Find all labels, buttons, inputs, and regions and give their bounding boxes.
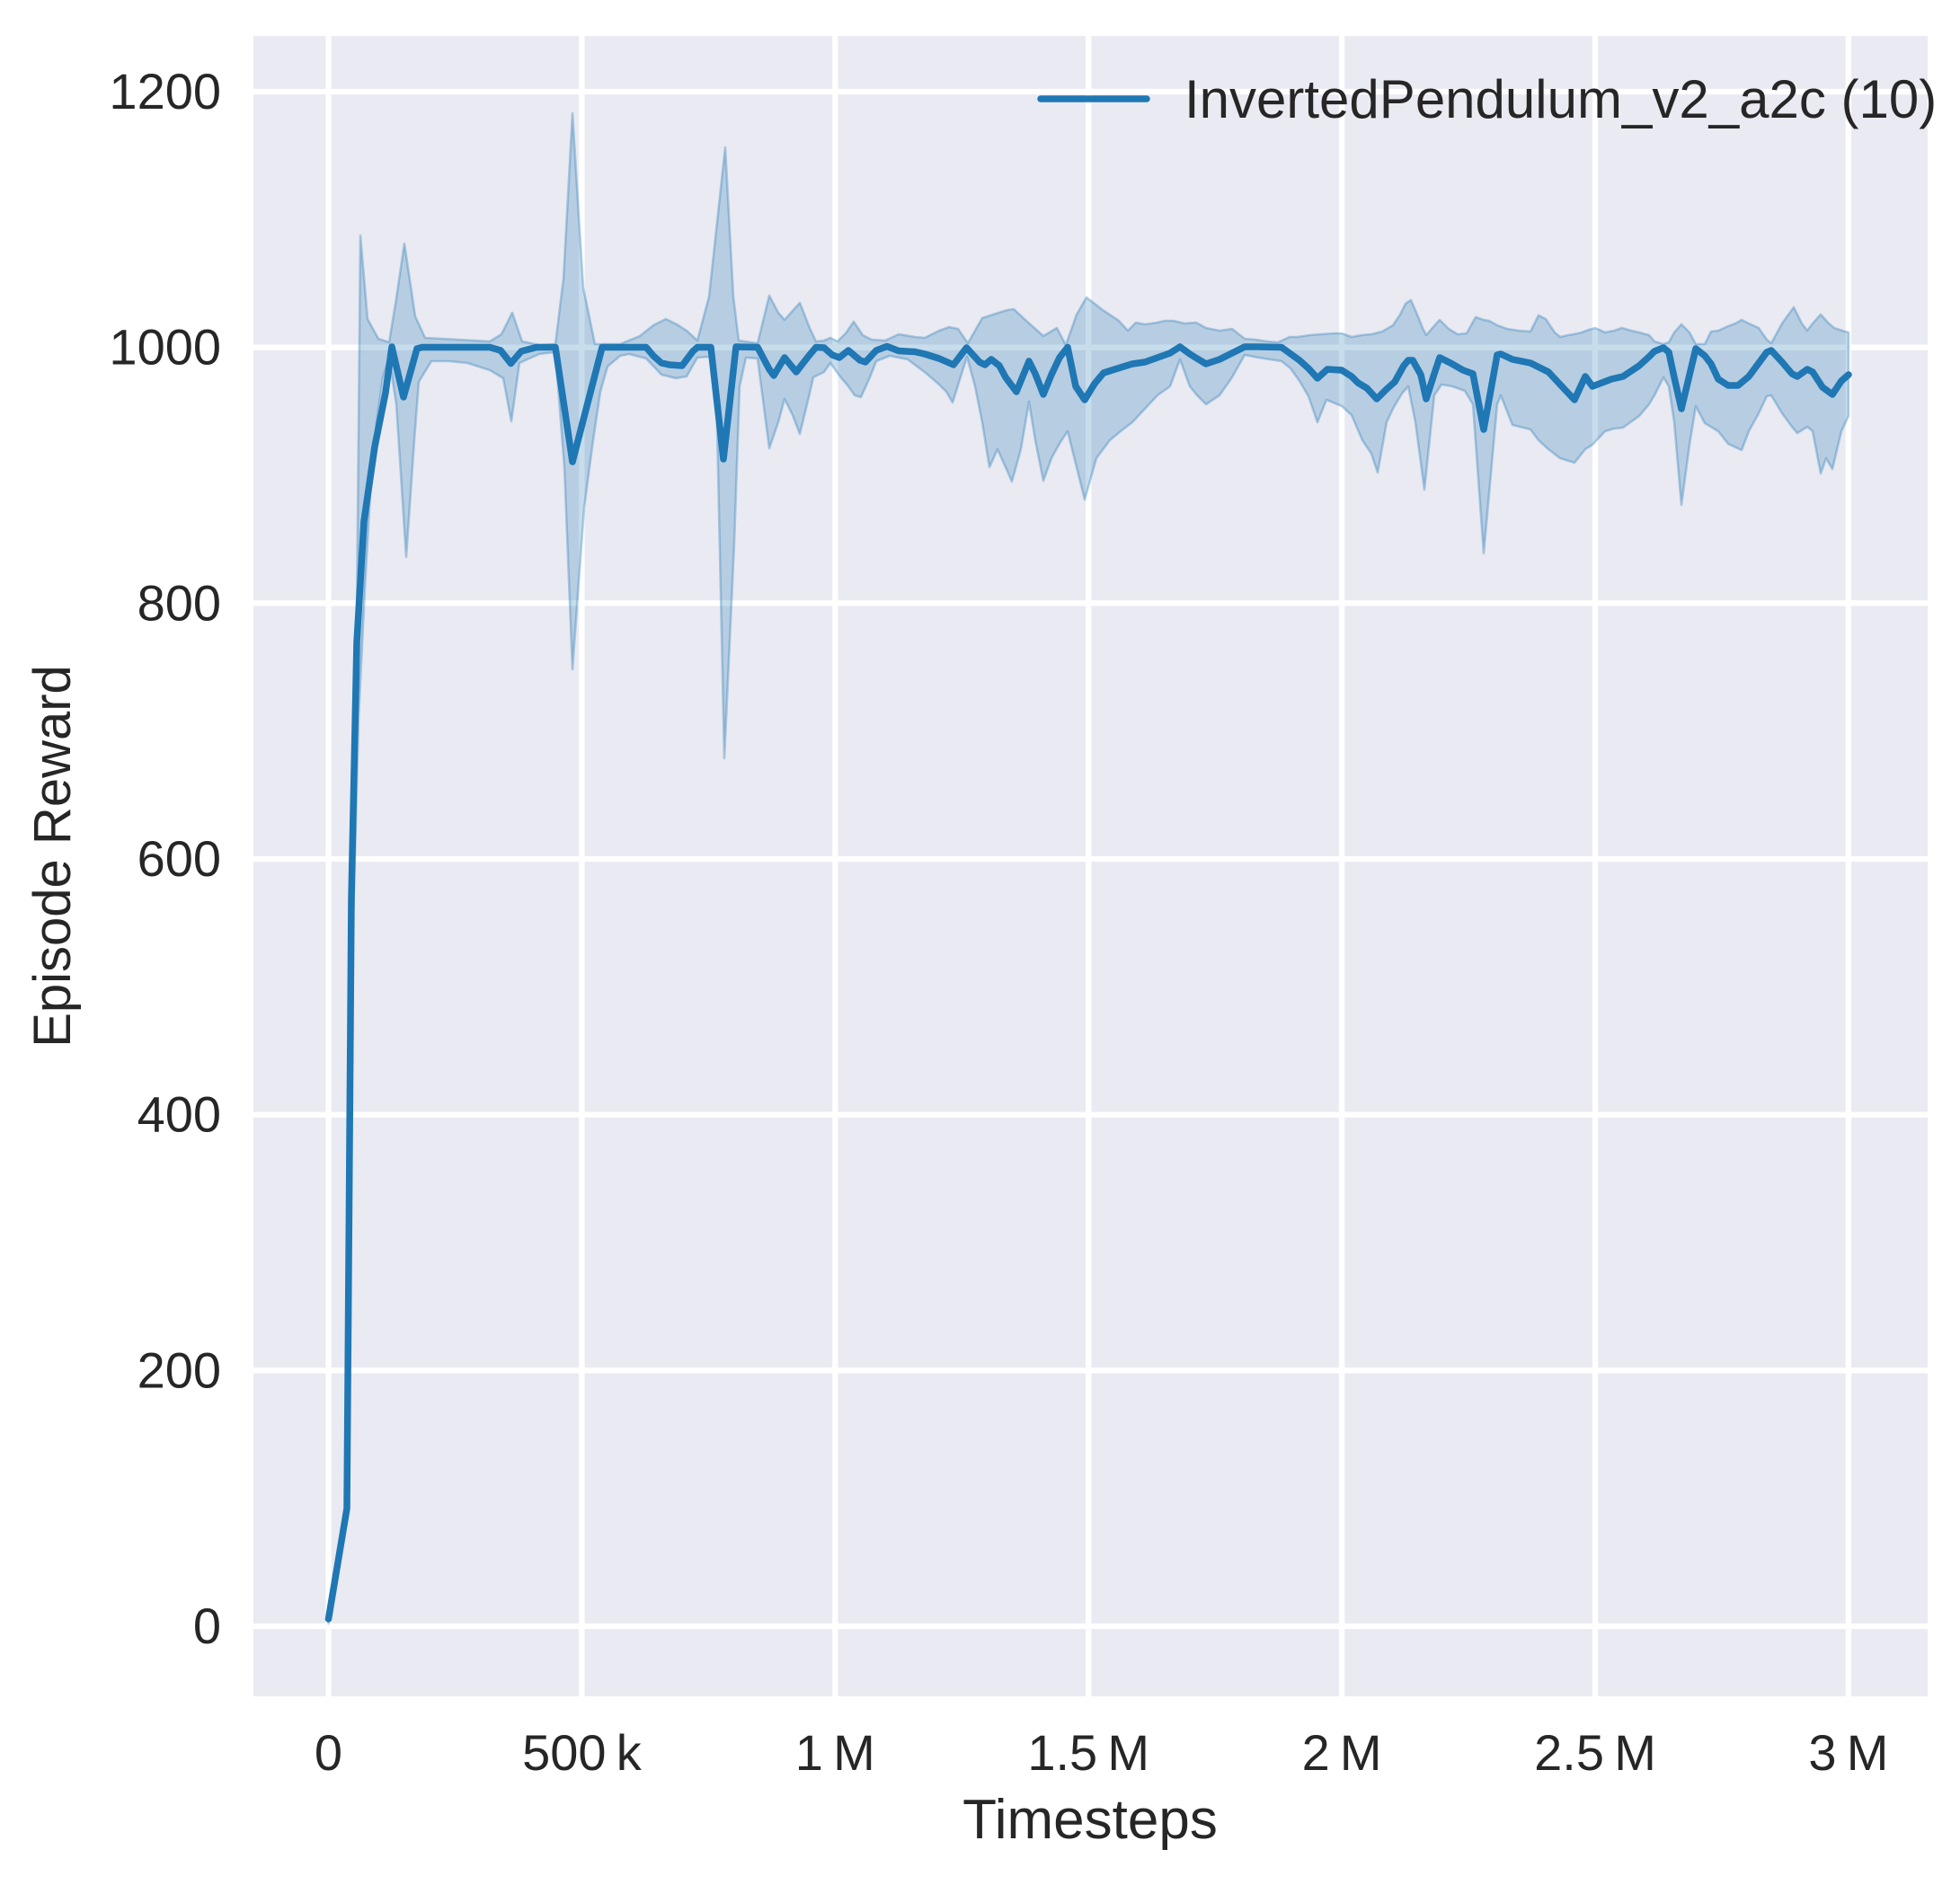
svg-text:200: 200 <box>137 1341 221 1398</box>
svg-text:800: 800 <box>137 574 221 631</box>
svg-text:Episode Reward: Episode Reward <box>23 665 82 1048</box>
svg-text:2.5 M: 2.5 M <box>1534 1724 1656 1781</box>
svg-text:1.5 M: 1.5 M <box>1027 1724 1149 1781</box>
svg-text:0: 0 <box>315 1724 342 1781</box>
svg-text:3 M: 3 M <box>1808 1724 1888 1781</box>
svg-text:0: 0 <box>193 1597 221 1654</box>
svg-text:400: 400 <box>137 1086 221 1143</box>
svg-text:1 M: 1 M <box>795 1724 875 1781</box>
svg-text:2 M: 2 M <box>1302 1724 1382 1781</box>
svg-text:600: 600 <box>137 830 221 887</box>
svg-text:Timesteps: Timesteps <box>962 1789 1218 1851</box>
svg-text:1200: 1200 <box>109 63 221 119</box>
svg-text:InvertedPendulum_v2_a2c (10): InvertedPendulum_v2_a2c (10) <box>1184 69 1937 129</box>
svg-text:1000: 1000 <box>109 319 221 376</box>
svg-text:500 k: 500 k <box>522 1724 643 1781</box>
